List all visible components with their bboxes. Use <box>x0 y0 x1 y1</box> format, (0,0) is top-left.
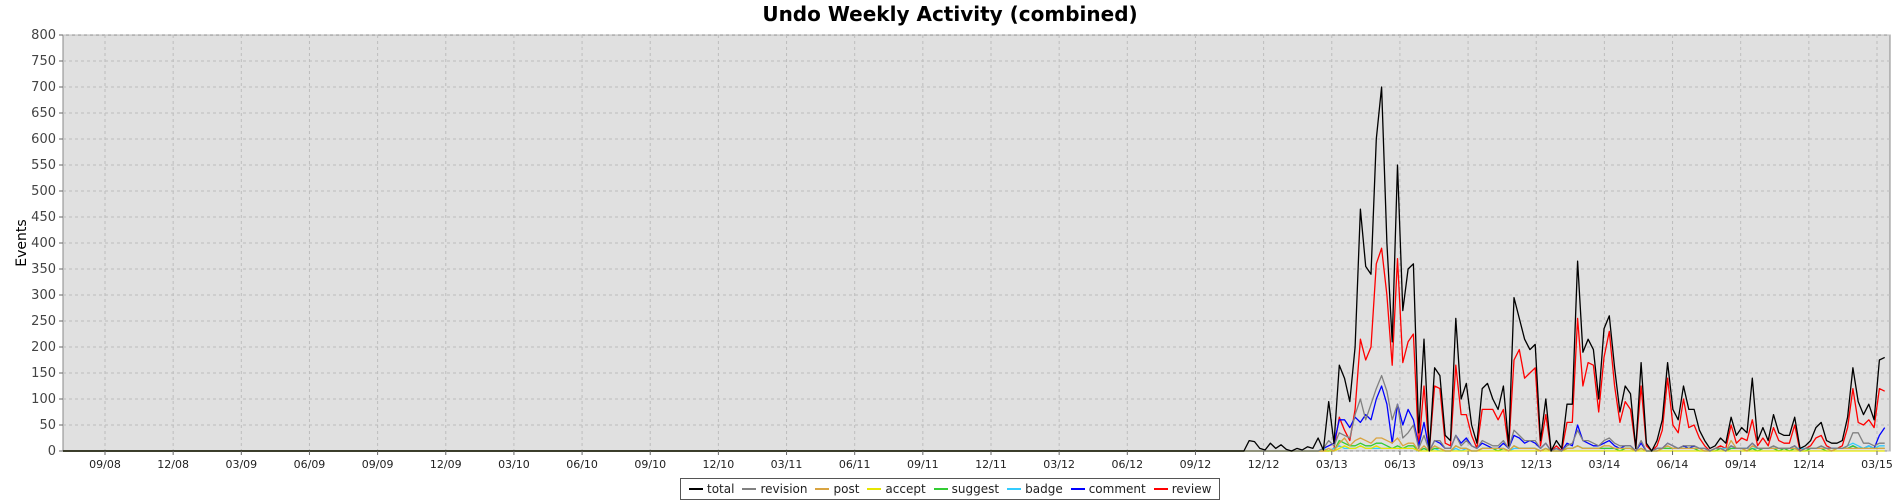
y-tick-label: 550 <box>31 158 56 173</box>
x-tick-label: 03/11 <box>771 458 803 471</box>
x-tick-label: 03/12 <box>1043 458 1075 471</box>
chart-title: Undo Weekly Activity (combined) <box>762 2 1138 26</box>
x-tick-label: 03/13 <box>1316 458 1348 471</box>
legend-label: comment <box>1088 482 1146 496</box>
legend-label: accept <box>885 482 926 496</box>
legend-swatch <box>1153 488 1168 490</box>
y-tick-label: 350 <box>31 262 56 277</box>
legend-item-badge: badge <box>1007 482 1063 496</box>
y-tick-label: 600 <box>31 132 56 147</box>
y-tick-label: 700 <box>31 80 56 95</box>
legend-swatch <box>742 488 757 490</box>
legend: total revision post accept suggest badge comme… <box>680 478 1221 500</box>
x-tick-label: 12/13 <box>1520 458 1552 471</box>
legend-item-review: review <box>1153 482 1212 496</box>
y-tick-label: 0 <box>48 444 56 459</box>
series-line-accept <box>63 445 1885 452</box>
legend-label: revision <box>760 482 808 496</box>
legend-swatch <box>1007 488 1022 490</box>
series-lines <box>63 86 1886 452</box>
legend-swatch <box>689 488 703 490</box>
x-tick-label: 06/09 <box>294 458 326 471</box>
y-tick-label: 400 <box>31 236 56 251</box>
series-line-total <box>63 86 1885 452</box>
y-tick-label: 150 <box>31 366 56 381</box>
y-axis-label: Events <box>14 219 30 266</box>
series-line-revision <box>63 374 1885 452</box>
x-tick-label: 06/13 <box>1384 458 1416 471</box>
x-tick-label: 09/13 <box>1452 458 1484 471</box>
y-tick-label: 800 <box>31 28 56 43</box>
x-tick-label: 09/11 <box>907 458 939 471</box>
x-tick-label: 06/11 <box>839 458 871 471</box>
legend-label: suggest <box>951 482 1000 496</box>
legend-swatch <box>933 488 948 490</box>
x-tick-label: 06/14 <box>1657 458 1689 471</box>
series-line-suggest <box>63 439 1885 452</box>
x-tick-label: 12/12 <box>1248 458 1280 471</box>
legend-item-post: post <box>815 482 859 496</box>
y-tick-label: 250 <box>31 314 56 329</box>
x-tick-label: 06/10 <box>566 458 598 471</box>
y-tick-label: 300 <box>31 288 56 303</box>
x-tick-label: 03/15 <box>1861 458 1893 471</box>
x-tick-label: 12/14 <box>1793 458 1825 471</box>
x-tick-label: 09/10 <box>634 458 666 471</box>
y-tick-label: 450 <box>31 210 56 225</box>
x-tick-label: 09/14 <box>1725 458 1757 471</box>
grid <box>62 34 1891 452</box>
x-tick-label: 03/14 <box>1589 458 1621 471</box>
x-tick-label: 12/10 <box>703 458 735 471</box>
legend-label: review <box>1171 482 1212 496</box>
x-tick-label: 03/09 <box>225 458 257 471</box>
legend-item-total: total <box>689 482 734 496</box>
x-tick-label: 09/09 <box>362 458 394 471</box>
x-tick-label: 12/08 <box>157 458 189 471</box>
legend-swatch <box>815 488 830 490</box>
legend-label: badge <box>1025 482 1063 496</box>
x-tick-label: 03/10 <box>498 458 530 471</box>
legend-item-revision: revision <box>742 482 807 496</box>
y-tick-label: 50 <box>39 418 56 433</box>
axes: 0 50 100 150 200 250 300 350 400 450 500 550 600 650 7… <box>14 28 1893 471</box>
legend-swatch <box>867 488 882 490</box>
x-tick-label: 09/12 <box>1180 458 1212 471</box>
y-tick-label: 500 <box>31 184 56 199</box>
y-tick-label: 200 <box>31 340 56 355</box>
x-tick-label: 06/12 <box>1111 458 1143 471</box>
series-line-review <box>63 247 1885 452</box>
legend-swatch <box>1070 488 1085 490</box>
legend-label: post <box>833 482 860 496</box>
legend-label: total <box>707 482 735 496</box>
y-tick-label: 750 <box>31 54 56 69</box>
legend-item-accept: accept <box>867 482 926 496</box>
legend-item-suggest: suggest <box>933 482 1000 496</box>
y-tick-label: 100 <box>31 392 56 407</box>
x-tick-label: 12/11 <box>975 458 1007 471</box>
x-tick-label: 12/09 <box>430 458 462 471</box>
legend-item-comment: comment <box>1070 482 1146 496</box>
x-tick-label: 09/08 <box>89 458 121 471</box>
y-tick-label: 650 <box>31 106 56 121</box>
